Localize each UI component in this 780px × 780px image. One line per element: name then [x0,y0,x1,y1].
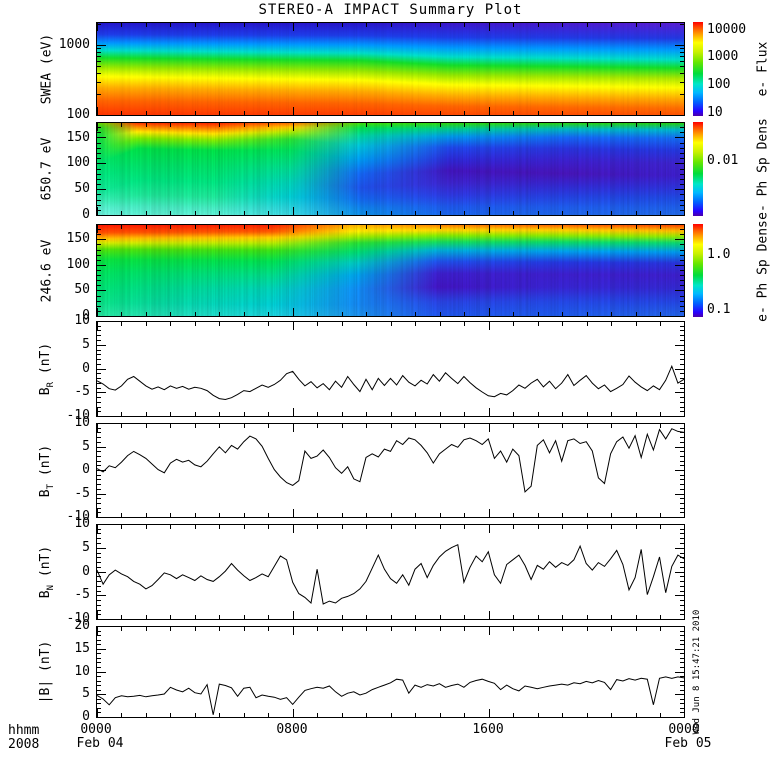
x-tick-label: 0000 [80,722,112,737]
panel-axes [96,22,685,116]
colorbar-phspdens-2 [693,224,703,317]
colorbar-tick-label: 1000 [707,48,739,64]
panel-axes [96,224,685,317]
panel-swea-spectrogram [96,22,685,116]
y-tick-label: 5 [82,686,90,702]
spectrogram-surface [96,224,685,317]
y-tick-label: 0 [82,207,90,222]
colorbar-tick-label: 100 [707,76,731,92]
panel-axes [96,321,685,417]
y-tick-label: -5 [74,587,90,603]
y-tick-label: 100 [66,256,90,272]
spectrogram-surface [96,22,685,116]
colorbar-tick-label: 0.1 [707,302,731,318]
panel-bt-lineplot [96,423,685,518]
panel-br-lineplot [96,321,685,417]
y-tick-label: 150 [66,129,90,145]
colorbar-eflux [693,22,703,116]
colorbar-tick-label: 10000 [707,21,747,37]
y-tick-label: -10 [66,611,90,626]
line-series [96,543,685,605]
y-tick-label: 100 [66,107,90,122]
x-axis-year-label: 2008 [8,737,40,752]
y-tick-label: 20 [74,618,90,633]
x-tick-date-label: Feb 04 [76,736,124,751]
line-series [96,428,685,493]
y-tick-label: 100 [66,155,90,171]
x-tick-label: 0000 [668,722,700,737]
y-tick-label: 50 [74,181,90,197]
y-tick-label: 10 [74,415,90,430]
y-tick-label: 50 [74,282,90,298]
y-tick-label: 0 [82,709,90,724]
x-tick-label: 0800 [276,722,308,737]
x-tick-label: 1600 [472,722,504,737]
panel-bn-lineplot [96,524,685,620]
y-tick-label: 5 [82,336,90,352]
y-tick-label: 5 [82,438,90,454]
y-tick-label: 10 [74,313,90,328]
line-series [96,676,685,715]
panel-bmag-lineplot [96,626,685,718]
y-tick-label: -10 [66,509,90,524]
y-tick-label: -5 [74,485,90,501]
y-tick-label: 5 [82,539,90,555]
y-tick-label: -5 [74,384,90,400]
panel-axes [96,122,685,216]
line-series [96,364,685,401]
y-tick-label: -10 [66,408,90,423]
y-tick-label: 0 [82,563,90,579]
y-tick-label: 150 [66,231,90,247]
y-tick-label: 0 [82,308,90,323]
colorbar-tick-label: 10 [707,104,723,120]
spectrogram-surface [96,122,685,216]
y-tick-label: 10 [74,516,90,531]
panel-246ev-spectrogram [96,224,685,317]
panel-axes [96,423,685,518]
colorbar-tick-label: 0.01 [707,153,739,169]
panel-axes [96,626,685,718]
x-axis-format-label: hhmm [8,723,40,738]
x-tick-date-label: Feb 05 [664,736,712,751]
y-tick-label: 10 [74,663,90,679]
plot-title: STEREO-A IMPACT Summary Plot [258,2,523,18]
y-tick-label: 0 [82,462,90,477]
colorbar-tick-label: 1.0 [707,246,731,262]
y-tick-label: 1000 [58,37,90,53]
y-tick-label: 15 [74,640,90,656]
colorbar-phspdens-1 [693,122,703,216]
panel-axes [96,524,685,620]
panel-650ev-spectrogram [96,122,685,216]
y-tick-label: 0 [82,360,90,376]
